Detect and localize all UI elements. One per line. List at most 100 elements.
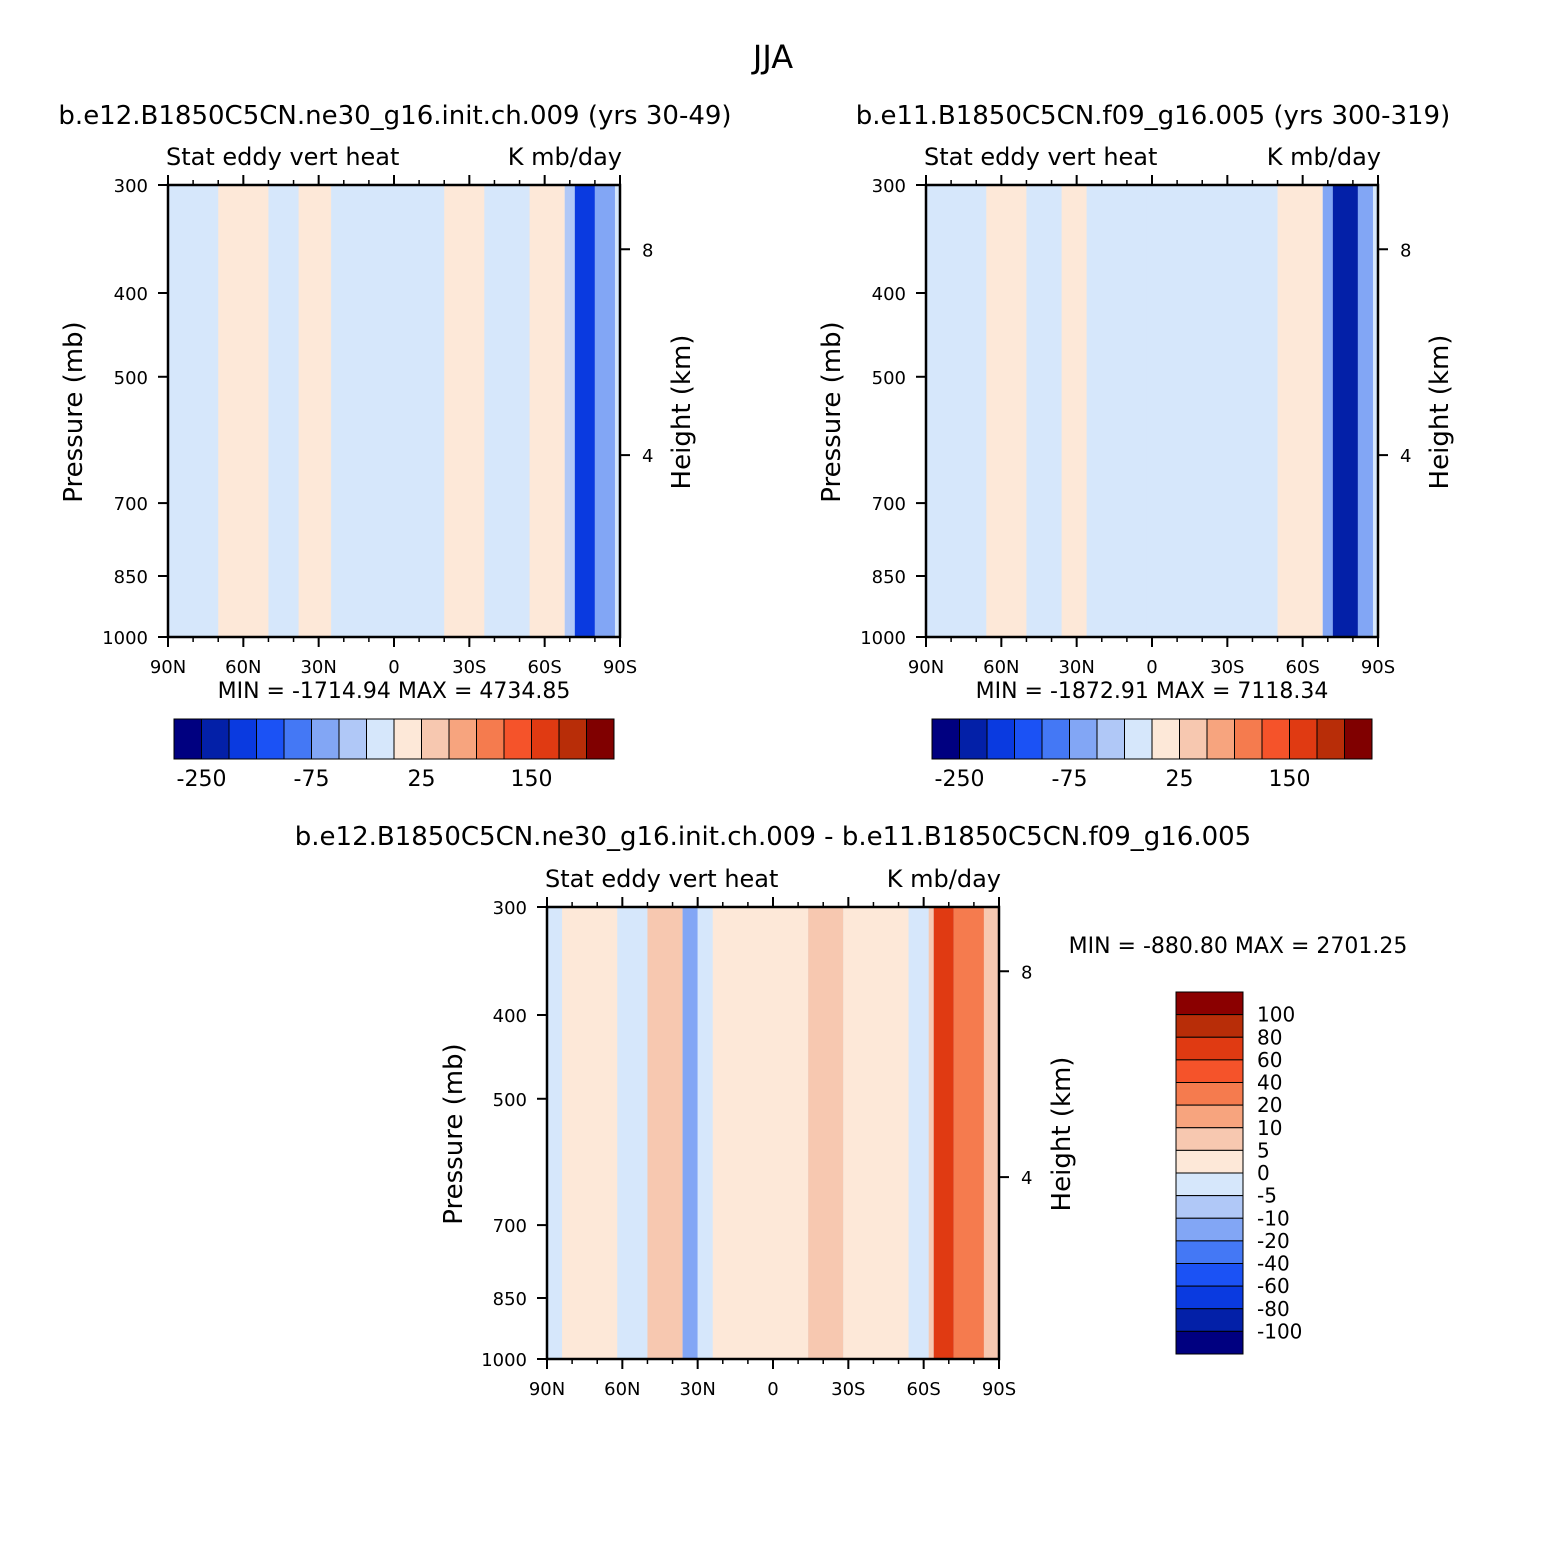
heatmap-band	[928, 907, 934, 1359]
y-axis-label: Pressure (mb)	[59, 321, 89, 502]
colorbar-box	[931, 718, 960, 760]
colorbar-box	[338, 718, 367, 760]
colorbar-box	[201, 718, 230, 760]
colorbar-box	[531, 718, 560, 760]
y-tick-label: 400	[493, 1006, 527, 1027]
heatmap-band	[268, 185, 299, 637]
heatmap-band	[574, 185, 595, 637]
heatmap-plot: 90N 60N 30N 0 30S 60S 90S 300 400 500 700 850 1000 8 4	[860, 175, 1411, 678]
colorbar-label: -20	[1257, 1229, 1290, 1253]
heatmap-band	[444, 185, 485, 637]
min-max-stats: MIN = -1714.94 MAX = 4734.85	[218, 679, 571, 704]
heatmap-band	[594, 185, 615, 637]
heatmap-band	[1357, 185, 1373, 637]
x-tick-label: 30S	[831, 1379, 865, 1400]
colorbar-box	[1096, 718, 1125, 760]
heatmap-band	[1322, 185, 1333, 637]
colorbar-box	[1261, 718, 1290, 760]
y-right-tick-label: 8	[1021, 962, 1032, 983]
heatmap-band	[1061, 185, 1087, 637]
heatmap-band	[547, 907, 563, 1359]
heatmap-band	[1372, 185, 1378, 637]
heatmap-band	[682, 907, 698, 1359]
colorbar-label: -75	[294, 767, 330, 792]
y-right-axis-label: Height (km)	[1047, 1057, 1077, 1212]
colorbar-box	[959, 718, 988, 760]
y-tick-label: 300	[872, 176, 906, 197]
colorbar-box	[1175, 1195, 1244, 1219]
heatmap-band	[1026, 185, 1062, 637]
left-subtitle: Stat eddy vert heat	[166, 143, 399, 171]
x-tick-label: 30S	[1210, 657, 1244, 678]
panel-title: b.e12.B1850C5CN.ne30_g16.init.ch.009 (yr…	[58, 101, 731, 131]
x-tick-label: 30N	[679, 1379, 715, 1400]
colorbar-box	[1041, 718, 1070, 760]
heatmap-band	[983, 907, 999, 1359]
heatmap-band	[926, 185, 987, 637]
colorbar-box	[1151, 718, 1180, 760]
colorbar-label: 40	[1257, 1071, 1282, 1095]
x-tick-label: 60N	[983, 657, 1019, 678]
colorbar-box	[1179, 718, 1208, 760]
x-tick-label: 90S	[603, 657, 637, 678]
heatmap-band	[953, 907, 984, 1359]
y-tick-label: 400	[872, 284, 906, 305]
y-right-axis-label: Height (km)	[667, 335, 697, 490]
colorbar-box	[1175, 1149, 1244, 1174]
y-tick-label: 850	[493, 1289, 527, 1310]
heatmap-band	[564, 185, 575, 637]
y-tick-label: 850	[114, 567, 148, 588]
colorbar-box	[558, 718, 587, 760]
colorbar-label: 25	[1166, 767, 1194, 792]
colorbar-box	[476, 718, 505, 760]
colorbar-box	[1175, 1104, 1244, 1129]
right-subtitle: K mb/day	[1267, 143, 1381, 171]
heatmap-band	[484, 185, 530, 637]
y-right-tick-label: 8	[642, 240, 653, 261]
right-subtitle: K mb/day	[887, 865, 1001, 893]
x-tick-label: 90N	[908, 657, 944, 678]
colorbar-box	[1175, 1082, 1244, 1106]
y-right-tick-label: 4	[1400, 446, 1411, 467]
left-subtitle: Stat eddy vert heat	[545, 865, 778, 893]
heatmap-band	[1332, 185, 1358, 637]
y-tick-label: 500	[114, 368, 148, 389]
colorbar-label: 0	[1257, 1161, 1270, 1185]
y-right-tick-label: 4	[642, 446, 653, 467]
colorbar-box	[256, 718, 285, 760]
colorbar-box	[421, 718, 450, 760]
colorbar-label: -10	[1257, 1206, 1290, 1230]
heatmap-band	[712, 907, 809, 1359]
x-tick-label: 0	[767, 1379, 778, 1400]
colorbar-box	[311, 718, 340, 760]
colorbar-label: -250	[177, 767, 227, 792]
colorbar-label: 60	[1257, 1048, 1282, 1072]
colorbar-label: 150	[1269, 767, 1311, 792]
heatmap-band	[614, 185, 620, 637]
x-tick-label: 60N	[225, 657, 261, 678]
y-tick-label: 1000	[481, 1350, 527, 1371]
colorbar-box	[1206, 718, 1235, 760]
heatmap-band	[986, 185, 1027, 637]
colorbar-box	[1014, 718, 1043, 760]
colorbar-label: 20	[1257, 1093, 1282, 1117]
y-tick-label: 700	[114, 494, 148, 515]
figure-title: JJA	[751, 38, 793, 76]
y-tick-label: 300	[493, 898, 527, 919]
y-tick-label: 400	[114, 284, 148, 305]
colorbar-label: -100	[1257, 1319, 1302, 1343]
heatmap-plot: 90N 60N 30N 0 30S 60S 90S 300 400 500 700 850 1000 8 4	[102, 175, 653, 678]
heatmap-band	[697, 907, 713, 1359]
x-tick-label: 0	[1146, 657, 1157, 678]
colorbar-box	[1175, 1036, 1244, 1061]
x-tick-label: 0	[388, 657, 399, 678]
heatmap-band	[647, 907, 683, 1359]
y-right-axis-label: Height (km)	[1425, 335, 1455, 490]
colorbar-box	[1175, 1127, 1244, 1151]
min-max-stats: MIN = -1872.91 MAX = 7118.34	[976, 679, 1329, 704]
colorbar-label: 10	[1257, 1116, 1282, 1140]
heatmap-band	[1086, 185, 1147, 637]
y-right-tick-label: 8	[1400, 240, 1411, 261]
